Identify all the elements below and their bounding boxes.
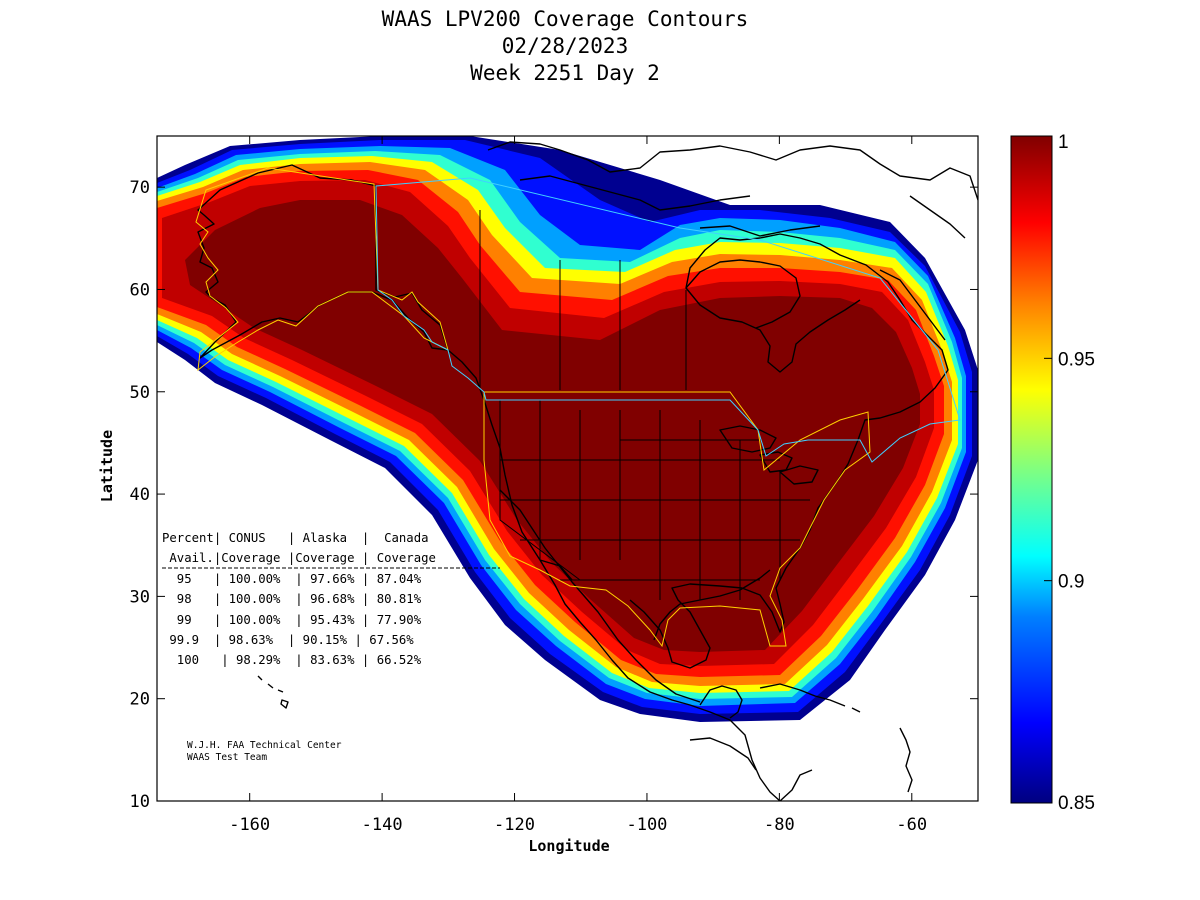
colorbar-tick-label: 0.85 <box>1058 793 1095 814</box>
coverage-table: Percent| CONUS | Alaska | Canada Avail.|… <box>162 531 500 668</box>
x-tick-label: -160 <box>229 815 270 835</box>
x-tick-label: -100 <box>626 815 667 835</box>
y-tick-label: 70 <box>130 178 150 198</box>
great-lakes <box>719 425 819 485</box>
table-row: 99 | 100.00% | 95.43% | 77.90% <box>162 613 422 628</box>
colorbar-tick-label: 0.95 <box>1058 349 1095 370</box>
chart-title: WAAS LPV200 Coverage Contours 02/28/2023… <box>0 6 1130 87</box>
canada-province-lines <box>479 210 687 390</box>
credit-line-2: WAAS Test Team <box>187 752 267 763</box>
credit-line-1: W.J.H. FAA Technical Center <box>187 740 342 751</box>
x-tick-label: -140 <box>362 815 403 835</box>
colorbar-ticks: 1 0.95 0.9 0.85 <box>1044 132 1095 814</box>
y-tick-label: 40 <box>130 485 150 505</box>
conus-outline <box>483 391 871 648</box>
x-tick-label: -60 <box>896 815 927 835</box>
alaska-outline <box>195 167 449 372</box>
title-line-2: 02/28/2023 <box>501 34 629 58</box>
hawaii-islands <box>257 675 289 709</box>
canada-outline <box>375 177 961 463</box>
x-tick-labels: -160 -140 -120 -100 -80 -60 <box>229 815 927 835</box>
tick-marks <box>157 136 978 802</box>
y-tick-label: 10 <box>130 792 150 812</box>
table-header-1: Percent| CONUS | Alaska | Canada <box>162 531 429 546</box>
us-state-lines <box>499 400 810 600</box>
colorbar-gradient <box>1010 135 1053 804</box>
service-volume-outlines <box>195 167 961 648</box>
north-america-coastline <box>447 233 949 801</box>
plot-frame <box>156 135 979 802</box>
y-tick-label: 30 <box>130 587 150 607</box>
contour-band-100 <box>185 200 920 652</box>
y-axis-title: Latitude <box>98 430 116 502</box>
table-row: 100 | 98.29% | 83.63% | 66.52% <box>162 653 422 668</box>
y-tick-label: 60 <box>130 280 150 300</box>
y-tick-label: 50 <box>130 383 150 403</box>
title-line-3: Week 2251 Day 2 <box>470 61 660 85</box>
colorbar-tick-label: 0.9 <box>1058 572 1084 593</box>
x-tick-label: -80 <box>764 815 795 835</box>
table-header-2: Avail.|Coverage |Coverage | Coverage <box>162 551 436 566</box>
hudson-bay-region <box>685 259 946 341</box>
colorbar: 1 0.95 0.9 0.85 <box>1010 132 1095 814</box>
x-axis-title: Longitude <box>528 837 609 855</box>
coastlines <box>197 141 978 801</box>
coverage-contours <box>157 136 978 722</box>
y-tick-label: 20 <box>130 690 150 710</box>
y-tick-labels: 10 20 30 40 50 60 70 <box>130 178 150 812</box>
caribbean-islands <box>759 683 913 793</box>
table-row: 99.9 | 98.63% | 90.15% | 67.56% <box>162 633 414 648</box>
arctic-islands <box>487 141 978 239</box>
table-row: 98 | 100.00% | 96.68% | 80.81% <box>162 592 422 607</box>
central-america-mexico <box>499 489 757 771</box>
table-row: 95 | 100.00% | 97.66% | 87.04% <box>162 572 422 587</box>
political-borders <box>479 210 810 600</box>
colorbar-tick-label: 1 <box>1058 132 1069 153</box>
x-tick-label: -120 <box>494 815 535 835</box>
title-line-1: WAAS LPV200 Coverage Contours <box>381 7 749 31</box>
